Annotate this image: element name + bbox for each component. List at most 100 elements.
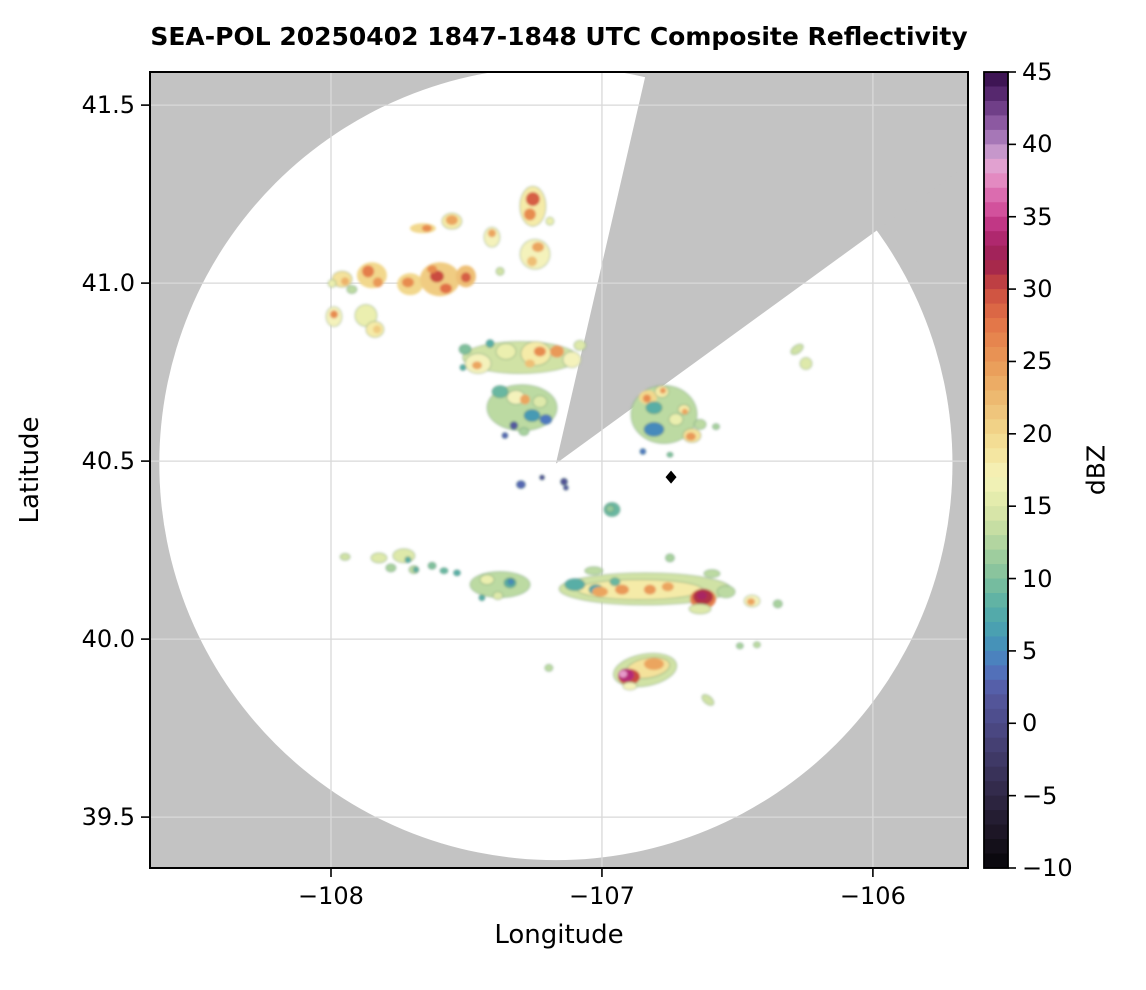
echo-blob <box>507 578 515 586</box>
echo-blob <box>487 229 496 238</box>
echo-blob <box>439 567 449 575</box>
colorbar-band <box>984 636 1008 652</box>
colorbar-frame <box>983 71 1009 869</box>
echo-blob <box>459 363 467 371</box>
echo-blob <box>523 208 536 221</box>
echo-blob <box>666 451 674 458</box>
colorbar-band <box>984 520 1008 536</box>
colorbar-tick-label: 25 <box>1022 347 1053 376</box>
echo-blob <box>584 566 604 576</box>
echo-blob <box>515 480 526 490</box>
echo-blob <box>429 270 444 283</box>
echo-blob <box>609 577 621 587</box>
echo-blob <box>712 423 721 431</box>
echo-blob <box>479 574 495 586</box>
colorbar-band <box>984 390 1008 406</box>
echo-blob <box>573 339 587 351</box>
echo-blob <box>564 578 586 592</box>
echo-blob <box>532 242 545 253</box>
x-tick-label: −108 <box>298 882 364 910</box>
colorbar-band <box>984 289 1008 305</box>
echo-blob <box>799 357 813 371</box>
echo-blob <box>439 283 452 294</box>
colorbar-tick-label: 15 <box>1022 492 1053 521</box>
y-tick-label: 40.0 <box>81 625 135 654</box>
echo-blob <box>549 345 564 358</box>
echo-blob <box>772 599 783 609</box>
colorbar-band <box>984 810 1008 826</box>
colorbar-band <box>984 144 1008 160</box>
echo-blob <box>370 552 388 564</box>
colorbar-band <box>984 477 1008 493</box>
plot-frame <box>149 71 969 869</box>
colorbar-band <box>984 318 1008 334</box>
echo-blob <box>746 598 755 606</box>
echo-blob <box>562 484 569 491</box>
colorbar-band <box>984 564 1008 580</box>
colorbar-band <box>984 72 1008 88</box>
echo-blob <box>685 432 696 441</box>
colorbar-band <box>984 723 1008 739</box>
echo-blob <box>661 582 674 592</box>
colorbar-band <box>984 694 1008 710</box>
colorbar-tick-label: 45 <box>1022 58 1053 86</box>
echo-blob <box>392 548 416 564</box>
echo-blob <box>560 477 569 486</box>
echo-blob <box>639 447 647 455</box>
echo-blob <box>544 663 554 672</box>
colorbar-tick-label: 30 <box>1022 275 1053 304</box>
colorbar-band <box>984 535 1008 551</box>
echo-blob <box>495 342 517 360</box>
echo-blob <box>532 395 548 409</box>
colorbar-band <box>984 173 1008 189</box>
colorbar-band <box>984 231 1008 247</box>
colorbar-band <box>984 766 1008 782</box>
echo-blob <box>539 474 546 481</box>
echo-blob <box>703 569 721 579</box>
colorbar-band <box>984 260 1008 276</box>
colorbar-band <box>984 361 1008 377</box>
echo-blob <box>525 192 540 207</box>
colorbar-band <box>984 737 1008 753</box>
echo-blob <box>701 694 715 706</box>
echo-blob <box>339 552 351 561</box>
echo-blob <box>346 285 358 295</box>
echo-blob <box>642 394 651 403</box>
echo-blob <box>327 278 337 288</box>
echo-blob <box>501 431 509 439</box>
echo-blob <box>427 561 437 570</box>
echo-blob <box>693 418 707 430</box>
colorbar-band <box>984 621 1008 638</box>
colorbar-band <box>984 665 1008 681</box>
echo-blob <box>752 641 761 649</box>
colorbar-tick-label: −10 <box>1022 854 1073 882</box>
y-tick-label: 41.0 <box>81 269 135 298</box>
colorbar-tick-label: 35 <box>1022 202 1053 231</box>
colorbar-band <box>984 433 1008 449</box>
echo-blob <box>404 556 412 564</box>
echo-blob <box>614 584 629 595</box>
colorbar-band <box>984 346 1008 363</box>
echo-blob <box>523 409 541 423</box>
colorbar-tick-label: 10 <box>1022 564 1053 593</box>
echo-blob <box>790 343 804 356</box>
echo-blob <box>372 277 383 288</box>
colorbar-tick-label: 5 <box>1022 636 1038 665</box>
colorbar-band <box>984 100 1008 117</box>
echo-blob <box>659 387 666 394</box>
echo-blob <box>716 585 736 599</box>
colorbar-band <box>984 375 1008 391</box>
colorbar-band <box>984 115 1008 131</box>
echo-blob <box>643 584 656 595</box>
colorbar-band <box>984 593 1008 609</box>
echo-blob <box>452 569 461 577</box>
echo-blob <box>527 256 538 267</box>
echo-blob <box>643 421 665 437</box>
colorbar-band <box>984 462 1008 478</box>
x-tick-label: −107 <box>568 882 635 910</box>
y-axis-label: Latitude <box>15 416 45 524</box>
echo-blob <box>460 272 471 283</box>
echo-blob <box>485 339 495 349</box>
